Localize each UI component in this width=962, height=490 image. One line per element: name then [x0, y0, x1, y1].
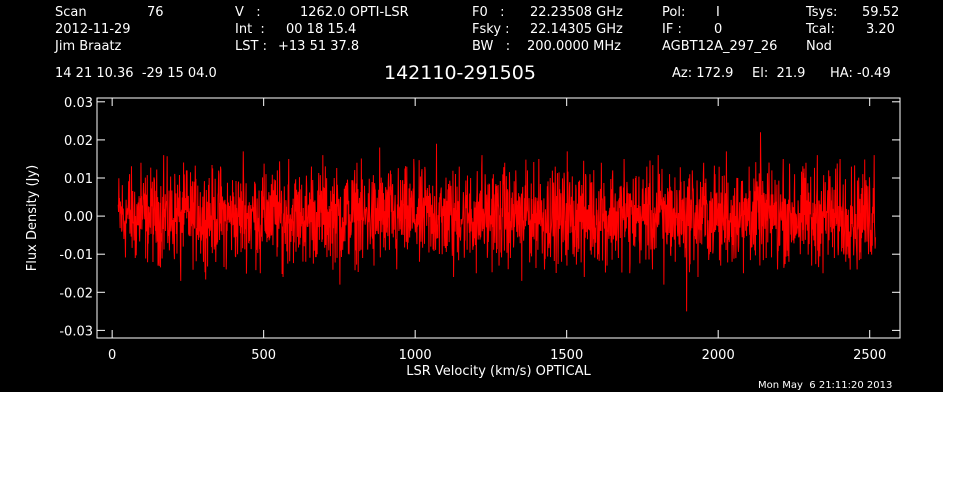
int-value: 00 18 15.4 [286, 22, 357, 37]
fsky-value: 22.14305 GHz [530, 22, 623, 37]
tcal-label: Tcal: [806, 22, 835, 37]
fsky-label: Fsky : [472, 22, 510, 37]
bw-label: BW : [472, 39, 511, 54]
y-tick-label: -0.03 [59, 324, 93, 339]
x-tick-label: 500 [251, 348, 276, 363]
project-id: AGBT12A_297_26 [662, 39, 778, 54]
plot-frame [96, 97, 901, 339]
elevation-readout: El: 21.9 [752, 66, 806, 81]
x-axis-label: LSR Velocity (km/s) OPTICAL [406, 364, 591, 379]
bw-value: 200.0000 MHz [527, 39, 621, 54]
spectrum-trace-group [117, 132, 876, 312]
spectrum-chart: 0 500 1000 1500 2000 2500 -0.03 -0.02 -0.01 0.00… [25, 96, 901, 379]
scan-label: Scan [55, 5, 87, 20]
pol-label: Pol: [662, 5, 686, 20]
tcal-value: 3.20 [866, 22, 895, 37]
x-axis-ticks: 0 500 1000 1500 2000 2500 [108, 98, 886, 363]
x-tick-label: 2000 [702, 348, 735, 363]
y-tick-label: -0.01 [59, 248, 93, 263]
source-name: 142110-291505 [384, 62, 536, 84]
source-coords: 14 21 10.36 -29 15 04.0 [55, 66, 217, 81]
y-tick-label: -0.02 [59, 286, 93, 301]
velocity-label: V : [235, 5, 261, 20]
switch-mode: Nod [806, 39, 832, 54]
f0-label: F0 : [472, 5, 505, 20]
tsys-value: 59.52 [862, 5, 900, 20]
y-tick-label: 0.00 [64, 210, 93, 225]
int-label: Int : [235, 22, 265, 37]
spectrum-trace [117, 132, 876, 312]
velocity-value: 1262.0 OPTI-LSR [300, 5, 409, 20]
if-value: 0 [714, 22, 723, 37]
pol-value: I [716, 5, 720, 20]
plot-timestamp: Mon May 6 21:11:20 2013 [758, 380, 893, 391]
x-tick-label: 0 [108, 348, 116, 363]
lst-value: +13 51 37.8 [278, 39, 360, 54]
y-axis-label: Flux Density (Jy) [25, 165, 40, 271]
y-axis-ticks: -0.03 -0.02 -0.01 0.00 0.01 0.02 0.03 [59, 96, 900, 339]
hour-angle-readout: HA: -0.49 [830, 66, 891, 81]
x-tick-label: 1000 [399, 348, 432, 363]
lst-label: LST : [235, 39, 267, 54]
observer-name: Jim Braatz [55, 39, 122, 54]
obs-date: 2012-11-29 [55, 22, 131, 37]
if-label: IF : [662, 22, 682, 37]
y-tick-label: 0.03 [64, 96, 93, 111]
scan-value: 76 [147, 5, 164, 20]
tsys-label: Tsys: [806, 5, 838, 20]
azimuth-readout: Az: 172.9 [672, 66, 734, 81]
y-tick-label: 0.01 [64, 172, 93, 187]
x-tick-label: 1500 [550, 348, 583, 363]
f0-value: 22.23508 GHz [530, 5, 623, 20]
y-tick-label: 0.02 [64, 134, 93, 149]
x-tick-label: 2500 [853, 348, 886, 363]
